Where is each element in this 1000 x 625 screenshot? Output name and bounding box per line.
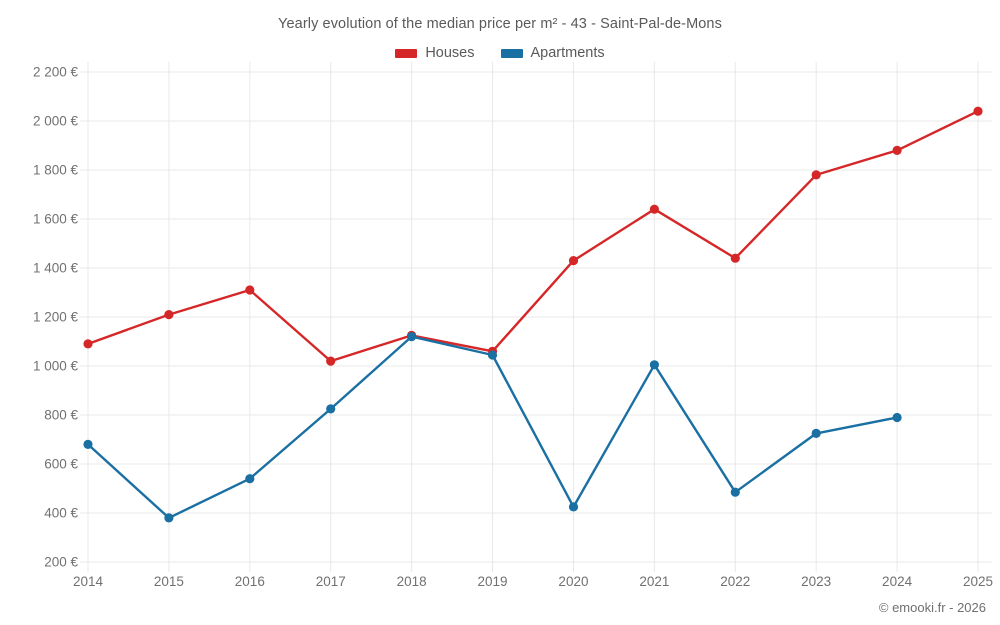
data-point-houses[interactable] — [568, 256, 579, 266]
data-point-apartments[interactable] — [326, 404, 336, 414]
data-point-apartments[interactable] — [487, 350, 498, 360]
y-axis-tick: 2 200 € — [32, 64, 78, 80]
y-axis-tick: 1 000 € — [32, 358, 78, 374]
y-axis-tick-labels: 200 € 400 € 600 € 800 € 1 000 € 1 200 € 1 400 … — [0, 0, 78, 625]
legend-item-label: Houses — [425, 45, 475, 61]
data-point-houses[interactable] — [83, 339, 93, 349]
legend-swatch-houses-icon — [395, 48, 418, 58]
x-axis-tick: 2017 — [315, 574, 346, 589]
data-point-apartments[interactable] — [407, 332, 417, 342]
series-line-houses[interactable] — [86, 109, 980, 363]
data-point-apartments[interactable] — [730, 487, 740, 497]
copyright-footer: © emooki.fr - 2026 — [878, 600, 986, 615]
data-point-apartments[interactable] — [245, 474, 255, 484]
data-point-apartments[interactable] — [83, 439, 93, 449]
y-axis-tick: 1 800 € — [32, 162, 78, 178]
legend-swatch-apartments-icon — [500, 48, 523, 58]
y-axis-tick: 600 € — [44, 456, 78, 472]
legend-item-apartments[interactable]: Apartments — [500, 45, 605, 61]
chart-title: Yearly evolution of the median price per… — [278, 16, 722, 32]
x-axis-tick: 2014 — [72, 574, 104, 589]
data-point-apartments[interactable] — [164, 513, 174, 523]
chart-legend: Houses Apartments — [0, 45, 1000, 61]
x-axis-tick: 2022 — [720, 574, 751, 589]
data-point-houses[interactable] — [973, 106, 983, 116]
x-axis-tick: 2023 — [801, 574, 832, 589]
y-axis-tick: 2 000 € — [32, 113, 78, 129]
data-point-houses[interactable] — [245, 285, 255, 295]
y-axis-tick: 400 € — [44, 505, 78, 521]
x-axis-tick: 2024 — [882, 574, 913, 589]
legend-item-label: Apartments — [530, 45, 605, 61]
data-point-apartments[interactable] — [892, 412, 902, 423]
data-point-houses[interactable] — [649, 204, 660, 214]
y-axis-tick: 1 600 € — [32, 211, 78, 227]
x-axis-tick: 2018 — [396, 574, 427, 589]
data-point-houses[interactable] — [811, 170, 821, 180]
x-axis-tick: 2020 — [558, 574, 589, 589]
x-axis-tick: 2025 — [962, 574, 994, 589]
y-axis-tick: 800 € — [44, 407, 78, 423]
data-point-apartments[interactable] — [568, 502, 579, 512]
y-axis-tick: 1 200 € — [32, 309, 78, 325]
x-axis-tick: 2015 — [153, 574, 184, 589]
data-point-houses[interactable] — [730, 253, 740, 263]
x-axis-tick: 2016 — [234, 574, 265, 589]
x-axis-tick: 2019 — [477, 574, 508, 589]
data-point-houses[interactable] — [326, 356, 336, 366]
y-axis-tick: 200 € — [44, 554, 78, 570]
legend-item-houses[interactable]: Houses — [395, 45, 475, 61]
data-point-apartments[interactable] — [811, 428, 821, 438]
data-point-houses[interactable] — [164, 310, 174, 320]
x-axis-tick: 2021 — [639, 574, 670, 589]
y-axis-tick: 1 400 € — [32, 260, 78, 276]
data-point-apartments[interactable] — [649, 360, 660, 370]
data-point-houses[interactable] — [892, 145, 902, 155]
